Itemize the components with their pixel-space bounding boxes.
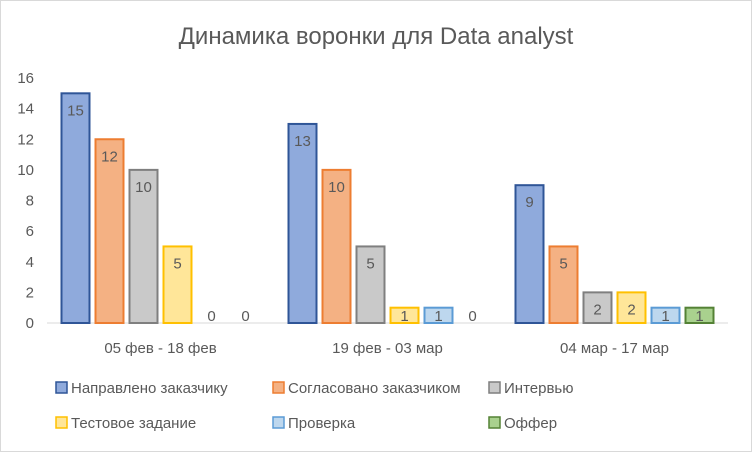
y-tick-label: 0 xyxy=(26,315,34,332)
data-label: 9 xyxy=(525,194,533,211)
x-axis: 05 фев - 18 фев 19 фев - 03 мар 04 мар - 1… xyxy=(104,340,669,357)
data-label: 10 xyxy=(135,179,152,196)
bar xyxy=(650,306,681,324)
x-tick-label: 04 мар - 17 мар xyxy=(560,340,669,357)
bar xyxy=(321,168,352,324)
legend-swatch xyxy=(272,416,285,429)
data-label: 12 xyxy=(101,148,118,165)
bars-group xyxy=(60,92,715,324)
data-label: 0 xyxy=(207,308,215,325)
data-label: 1 xyxy=(695,308,703,325)
data-label: 1 xyxy=(434,308,442,325)
bar xyxy=(355,245,386,324)
data-label: 5 xyxy=(559,255,567,272)
legend-label: Оффер xyxy=(504,415,557,432)
legend-swatch xyxy=(55,381,68,394)
y-tick-label: 4 xyxy=(26,254,34,271)
bar xyxy=(684,306,715,324)
bar xyxy=(128,168,159,324)
data-label: 2 xyxy=(593,301,601,318)
y-tick-label: 6 xyxy=(26,223,34,240)
bar xyxy=(423,306,454,324)
legend-label: Интервью xyxy=(504,380,574,397)
data-label: 10 xyxy=(328,179,345,196)
x-tick-label: 19 фев - 03 мар xyxy=(332,340,443,357)
y-tick-label: 16 xyxy=(17,70,34,87)
legend-label: Направлено заказчику xyxy=(71,380,228,397)
bar xyxy=(287,122,318,324)
bar xyxy=(514,184,545,324)
data-label: 2 xyxy=(627,301,635,318)
bar xyxy=(582,291,613,324)
legend-label: Проверка xyxy=(288,415,356,432)
legend-label: Тестовое задание xyxy=(71,415,196,432)
legend-swatch xyxy=(55,416,68,429)
bar xyxy=(60,92,91,324)
y-tick-label: 8 xyxy=(26,193,34,210)
x-tick-label: 05 фев - 18 фев xyxy=(104,340,216,357)
legend-swatch xyxy=(272,381,285,394)
data-label: 0 xyxy=(241,308,249,325)
legend-label: Согласовано заказчиком xyxy=(288,380,461,397)
legend: Направлено заказчику Согласовано заказчик… xyxy=(55,380,574,432)
y-tick-label: 10 xyxy=(17,162,34,179)
bar xyxy=(94,138,125,324)
bar xyxy=(548,245,579,324)
data-label: 0 xyxy=(468,308,476,325)
bar xyxy=(389,306,420,324)
y-tick-label: 12 xyxy=(17,131,34,148)
data-label: 13 xyxy=(294,133,311,150)
data-label: 5 xyxy=(173,255,181,272)
data-label: 1 xyxy=(661,308,669,325)
bar xyxy=(162,245,193,324)
bar xyxy=(616,291,647,324)
chart-title: Динамика воронки для Data analyst xyxy=(179,23,574,50)
y-axis: 0 2 4 6 8 10 12 14 16 xyxy=(17,70,34,332)
legend-swatch xyxy=(488,416,501,429)
y-tick-label: 14 xyxy=(17,101,34,118)
data-label: 1 xyxy=(400,308,408,325)
y-tick-label: 2 xyxy=(26,284,34,301)
data-label: 5 xyxy=(366,255,374,272)
data-label: 15 xyxy=(67,102,84,119)
legend-swatch xyxy=(488,381,501,394)
